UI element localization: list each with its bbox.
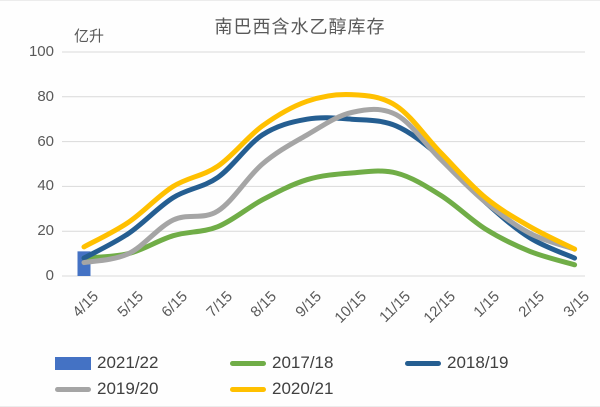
y-tick-label-0: 0 [45, 267, 54, 284]
y-tick-label-40: 40 [37, 177, 54, 195]
line-series-2020-21 [81, 91, 578, 252]
line-series-2019-20 [81, 106, 578, 266]
legend-swatch-bar-icon [55, 356, 91, 370]
legend-label: 2020/21 [272, 379, 334, 398]
legend-label: 2017/18 [272, 353, 334, 372]
legend-swatch-line-icon [405, 360, 441, 366]
legend-swatch-line-icon [230, 360, 266, 366]
line-series-2017-18 [81, 168, 578, 268]
legend-item-2017-18: 2017/18 [230, 353, 333, 373]
y-tick-label-60: 60 [37, 132, 54, 150]
legend-item-2018-19: 2018/19 [405, 353, 508, 373]
legend-item-2019-20: 2019/20 [55, 379, 158, 399]
chart-title: 南巴西含水乙醇库存 [214, 17, 386, 37]
legend-swatch-line-icon [230, 386, 266, 392]
y-axis-unit-label: 亿升 [74, 29, 105, 45]
chart-plot [62, 51, 585, 277]
y-tick-label-100: 100 [28, 43, 54, 60]
legend-label: 2019/20 [97, 379, 159, 398]
y-tick-label-20: 20 [37, 222, 54, 240]
y-tick-label-80: 80 [37, 87, 54, 105]
legend-item-2020-21: 2020/21 [230, 379, 333, 399]
legend-label: 2021/22 [97, 353, 159, 372]
legend-swatch-line-icon [55, 386, 91, 392]
legend-item-2021-22: 2021/22 [55, 353, 158, 373]
legend-label: 2018/19 [447, 353, 509, 372]
